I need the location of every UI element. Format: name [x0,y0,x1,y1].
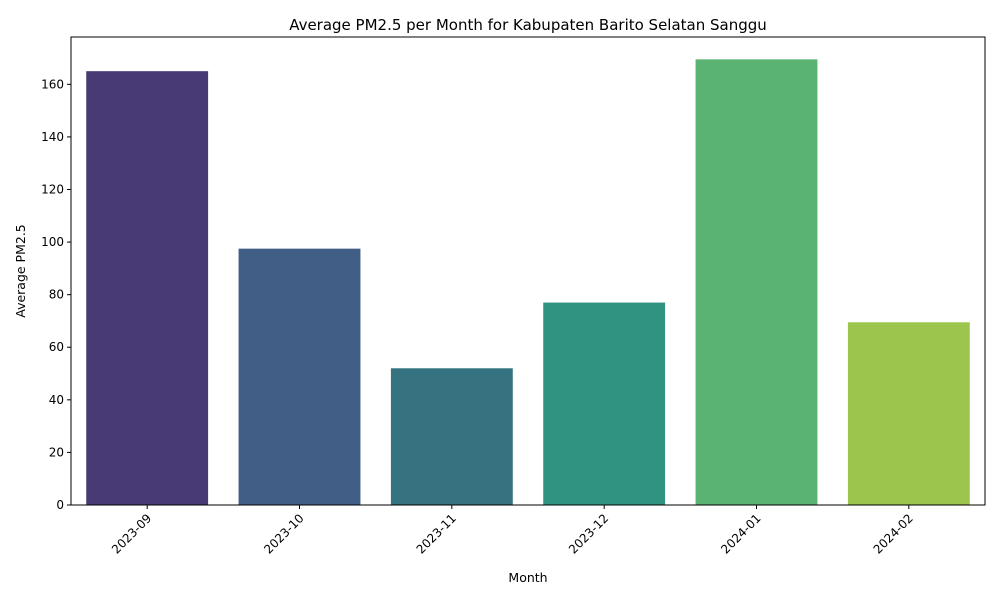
y-tick-label: 80 [49,288,64,302]
bar-2023-10 [238,248,361,506]
plot-frame [70,36,986,506]
bar-2023-11 [390,368,513,505]
y-tick-label: 20 [49,445,64,459]
y-axis-ticks: 0 20 40 60 80 100 120 140 160 [41,77,71,512]
y-tick-label: 40 [49,393,64,407]
x-tick-label: 2024-01 [718,511,763,556]
y-tick-label: 100 [41,235,64,249]
bar-2024-02 [847,322,970,505]
bars-layer [86,59,970,506]
x-tick-label: 2023-12 [566,511,611,556]
x-tick-label: 2024-02 [871,511,916,556]
y-tick-label: 140 [41,130,64,144]
x-tick-label: 2023-09 [109,511,154,556]
chart-title: Average PM2.5 per Month for Kabupaten Ba… [289,16,767,34]
x-tick-label: 2023-11 [414,511,459,556]
bar-2024-01 [695,59,818,505]
x-tick-label: 2023-10 [261,511,306,556]
y-tick-label: 60 [49,340,64,354]
y-axis-label: Average PM2.5 [13,224,28,318]
y-tick-label: 160 [41,77,64,91]
y-tick-label: 120 [41,182,64,196]
x-axis-label: Month [508,570,547,585]
axes-layer [70,36,986,506]
bar-2023-12 [543,302,666,505]
x-axis-ticks: 2023-09 2023-10 2023-11 2023-12 2024-01 2024-… [109,505,916,557]
bar-2023-09 [86,71,209,505]
y-tick-label: 0 [56,498,64,512]
